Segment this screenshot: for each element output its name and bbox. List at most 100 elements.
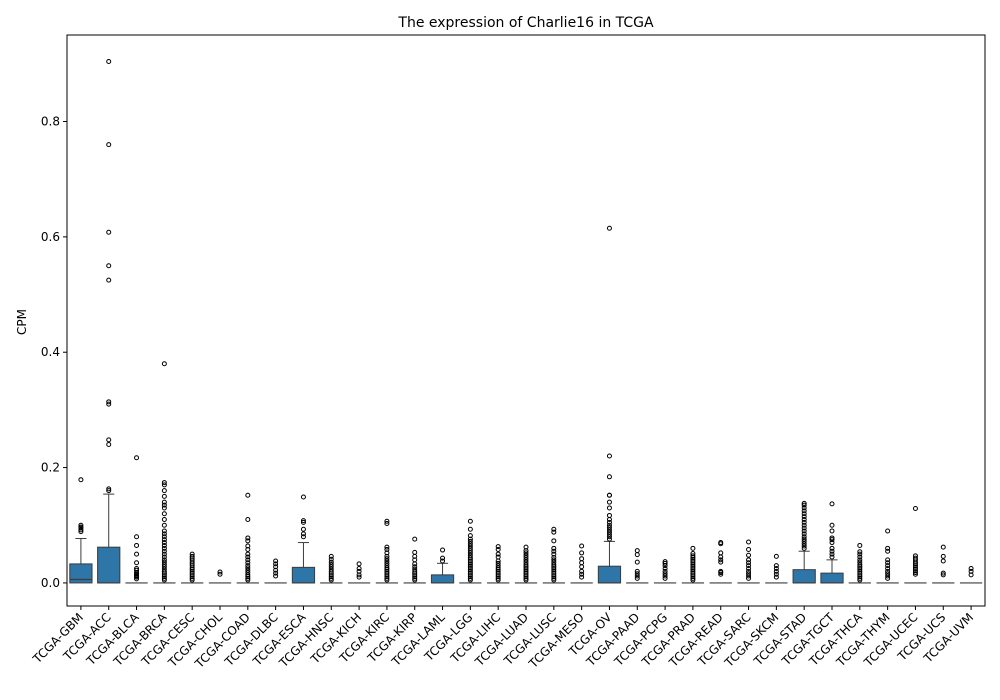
outlier-point (161, 505, 167, 511)
outlier-point (801, 538, 807, 544)
outlier-point (273, 564, 279, 570)
outlier-point (106, 442, 112, 448)
outlier-point (300, 526, 306, 532)
outlier-point (106, 142, 112, 148)
outlier-point (384, 521, 390, 527)
outlier-point (134, 551, 140, 557)
y-tick-label: 0.8 (41, 115, 60, 129)
outlier-point (885, 566, 891, 572)
outlier-point (606, 225, 612, 231)
outlier-point (746, 571, 752, 577)
outlier-point (384, 544, 390, 550)
outlier-point (495, 577, 501, 583)
outlier-point (189, 572, 195, 578)
outlier-point (523, 567, 529, 573)
outlier-point (551, 574, 557, 580)
outlier-point (718, 540, 724, 546)
y-tick-label: 0.4 (41, 345, 60, 359)
outlier-point (912, 553, 918, 559)
outlier-point (968, 572, 974, 578)
box-body (97, 546, 121, 584)
outlier-point (245, 577, 251, 583)
outlier-point (606, 519, 612, 525)
outlier-point (829, 528, 835, 534)
outlier-point (940, 570, 946, 576)
outlier-point (467, 545, 473, 551)
outlier-point (189, 575, 195, 581)
outlier-point (579, 574, 585, 580)
outlier-point (384, 546, 390, 552)
outlier-point (523, 572, 529, 578)
outlier-point (495, 568, 501, 574)
outlier-point (161, 577, 167, 583)
outlier-point (495, 574, 501, 580)
outlier-point (634, 568, 640, 574)
outlier-point (746, 557, 752, 563)
outlier-point (829, 548, 835, 554)
outlier-point (746, 546, 752, 552)
outlier-point (467, 558, 473, 564)
outlier-point (440, 555, 446, 561)
outlier-point (829, 537, 835, 543)
outlier-point (217, 569, 223, 575)
outlier-point (551, 545, 557, 551)
outlier-point (634, 559, 640, 565)
outlier-point (523, 574, 529, 580)
outlier-point (467, 570, 473, 576)
outlier-point (245, 543, 251, 549)
outlier-point (328, 556, 334, 562)
outlier-point (523, 550, 529, 556)
outlier-point (134, 566, 140, 572)
outlier-point (467, 567, 473, 573)
outlier-point (606, 522, 612, 528)
outlier-point (829, 522, 835, 528)
outlier-point (161, 534, 167, 540)
outlier-point (467, 541, 473, 547)
outlier-point (467, 565, 473, 571)
outlier-point (384, 577, 390, 583)
outlier-point (690, 574, 696, 580)
outlier-point (940, 553, 946, 559)
outlier-point (523, 577, 529, 583)
outlier-point (384, 575, 390, 581)
outlier-point (801, 511, 807, 517)
outlier-point (606, 512, 612, 518)
outlier-point (161, 502, 167, 508)
outlier-point (857, 574, 863, 580)
outlier-point (161, 564, 167, 570)
outlier-point (801, 519, 807, 525)
outlier-point (801, 531, 807, 537)
outlier-point (189, 570, 195, 576)
box-body (597, 565, 622, 584)
outlier-point (106, 263, 112, 269)
outlier-point (245, 551, 251, 557)
outlier-point (579, 564, 585, 570)
outlier-point (718, 571, 724, 577)
outlier-point (356, 568, 362, 574)
outlier-point (662, 566, 668, 572)
outlier-point (829, 554, 835, 560)
outlier-point (801, 522, 807, 528)
outlier-point (801, 543, 807, 549)
outlier-point (606, 492, 612, 498)
outlier-point (746, 552, 752, 558)
outlier-point (662, 568, 668, 574)
outlier-point (885, 548, 891, 554)
outlier-point (495, 565, 501, 571)
outlier-point (495, 570, 501, 576)
outlier-point (106, 401, 112, 407)
outlier-point (495, 560, 501, 566)
outlier-point (718, 554, 724, 560)
outlier-point (773, 566, 779, 572)
outlier-point (189, 553, 195, 559)
outlier-point (161, 516, 167, 522)
outlier-point (495, 563, 501, 569)
outlier-point (78, 524, 84, 530)
outlier-point (161, 542, 167, 548)
outlier-point (857, 542, 863, 548)
outlier-point (606, 534, 612, 540)
outlier-point (690, 575, 696, 581)
outlier-point (551, 568, 557, 574)
outlier-point (801, 534, 807, 540)
outlier-point (912, 564, 918, 570)
